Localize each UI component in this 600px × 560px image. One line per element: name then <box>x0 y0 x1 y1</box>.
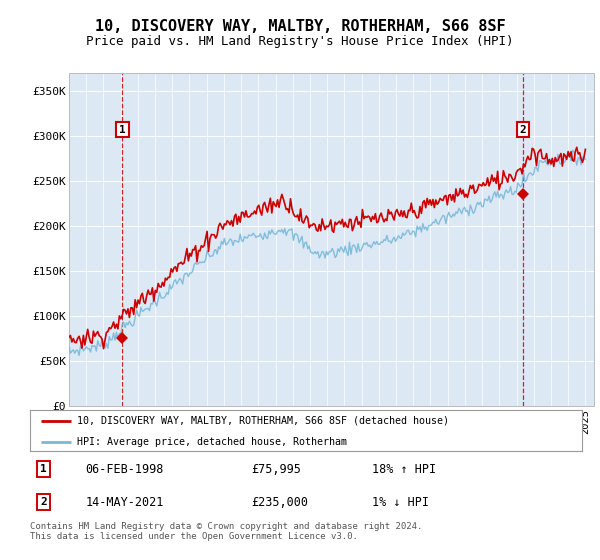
Text: Price paid vs. HM Land Registry's House Price Index (HPI): Price paid vs. HM Land Registry's House … <box>86 35 514 48</box>
Text: £235,000: £235,000 <box>251 496 308 509</box>
Text: 2: 2 <box>40 497 47 507</box>
Text: 1% ↓ HPI: 1% ↓ HPI <box>372 496 429 509</box>
Text: 1: 1 <box>119 124 126 134</box>
Text: Contains HM Land Registry data © Crown copyright and database right 2024.
This d: Contains HM Land Registry data © Crown c… <box>30 522 422 542</box>
Text: 10, DISCOVERY WAY, MALTBY, ROTHERHAM, S66 8SF: 10, DISCOVERY WAY, MALTBY, ROTHERHAM, S6… <box>95 20 505 34</box>
Text: 10, DISCOVERY WAY, MALTBY, ROTHERHAM, S66 8SF (detached house): 10, DISCOVERY WAY, MALTBY, ROTHERHAM, S6… <box>77 416 449 426</box>
Text: 18% ↑ HPI: 18% ↑ HPI <box>372 463 436 475</box>
Text: £75,995: £75,995 <box>251 463 301 475</box>
Text: 06-FEB-1998: 06-FEB-1998 <box>85 463 164 475</box>
Text: 2: 2 <box>520 124 526 134</box>
Text: 14-MAY-2021: 14-MAY-2021 <box>85 496 164 509</box>
Text: 1: 1 <box>40 464 47 474</box>
Text: HPI: Average price, detached house, Rotherham: HPI: Average price, detached house, Roth… <box>77 437 347 447</box>
